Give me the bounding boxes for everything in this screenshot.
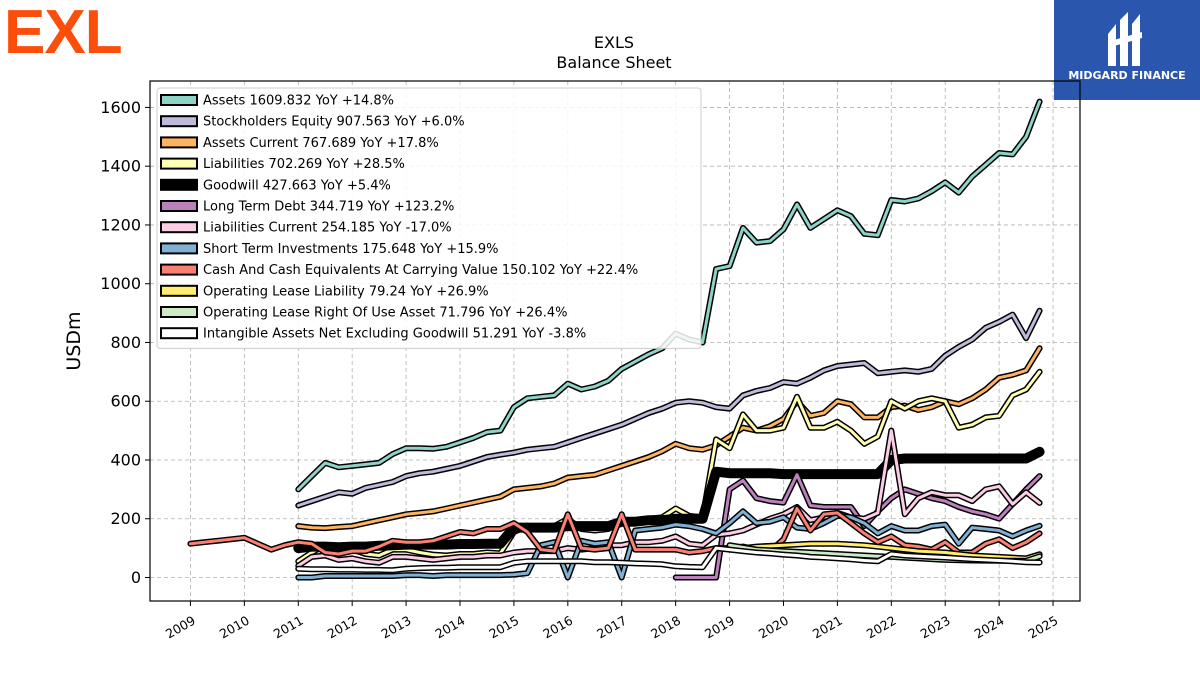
x-tick-label: 2016 bbox=[540, 613, 575, 642]
series-line bbox=[296, 546, 1042, 572]
series-liabilities-current bbox=[295, 427, 1043, 569]
chart-subtitle: Balance Sheet bbox=[556, 53, 671, 72]
legend-label: Assets 1609.832 YoY +14.8% bbox=[203, 94, 394, 109]
x-tick-label: 2017 bbox=[594, 613, 629, 642]
legend-swatch bbox=[160, 136, 198, 149]
x-tick-label: 2014 bbox=[432, 613, 467, 642]
legend-swatch bbox=[160, 94, 198, 106]
x-tick-label: 2025 bbox=[1025, 613, 1060, 642]
legend-item: Liabilities Current 254.185 YoY -17.0% bbox=[160, 221, 452, 236]
legend-frame bbox=[156, 87, 702, 349]
y-tick-label: 1400 bbox=[100, 157, 141, 176]
x-tick-label: 2021 bbox=[810, 613, 845, 642]
series-line bbox=[728, 542, 1042, 560]
legend-label: Long Term Debt 344.719 YoY +123.2% bbox=[203, 200, 454, 215]
legend-label: Goodwill 427.663 YoY +5.4% bbox=[203, 178, 391, 193]
legend-item: Liabilities 702.269 YoY +28.5% bbox=[160, 157, 405, 172]
legend-item: Assets Current 767.689 YoY +17.8% bbox=[160, 136, 439, 151]
series-line bbox=[296, 309, 1042, 507]
x-tick-label: 2011 bbox=[271, 613, 306, 642]
x-tick-label: 2019 bbox=[702, 613, 737, 642]
series-line bbox=[296, 346, 1042, 530]
series-liabilities bbox=[295, 368, 1043, 565]
midgard-mark-icon bbox=[1108, 12, 1142, 66]
x-tick-label: 2018 bbox=[648, 613, 683, 642]
legend-label: Liabilities Current 254.185 YoY -17.0% bbox=[203, 221, 452, 236]
legend-item: Stockholders Equity 907.563 YoY +6.0% bbox=[160, 115, 465, 130]
x-tick-label: 2009 bbox=[163, 613, 198, 642]
series-operating-lease-liability bbox=[726, 540, 1043, 562]
legend-swatch bbox=[160, 242, 198, 255]
legend-swatch bbox=[160, 263, 198, 276]
y-tick-label: 1000 bbox=[100, 274, 141, 293]
y-tick-label: 800 bbox=[110, 333, 141, 352]
series-intangible-assets-net-excluding-goodwill bbox=[295, 545, 1043, 574]
y-tick-label: 200 bbox=[110, 509, 141, 528]
x-tick-label: 2020 bbox=[756, 613, 791, 642]
legend-label: Assets Current 767.689 YoY +17.8% bbox=[203, 136, 439, 151]
y-axis-label: USDm bbox=[63, 311, 85, 370]
legend-swatch bbox=[160, 306, 198, 318]
legend-item: Goodwill 427.663 YoY +5.4% bbox=[160, 178, 391, 193]
legend-swatch bbox=[160, 284, 198, 297]
legend-label: Operating Lease Right Of Use Asset 71.79… bbox=[203, 306, 567, 321]
series-layer bbox=[187, 98, 1045, 581]
series-outline bbox=[295, 345, 1043, 532]
x-tick-label: 2013 bbox=[379, 613, 414, 642]
legend-swatch bbox=[160, 157, 198, 170]
legend-swatch bbox=[160, 115, 198, 128]
legend-item: Operating Lease Liability 79.24 YoY +26.… bbox=[160, 284, 489, 299]
series-assets-current bbox=[295, 345, 1043, 532]
plot-frame bbox=[149, 80, 1081, 602]
legend-item: Operating Lease Right Of Use Asset 71.79… bbox=[160, 306, 567, 321]
y-tick-label: 400 bbox=[110, 450, 141, 469]
x-tick-label: 2012 bbox=[325, 613, 360, 642]
chart-title: EXLS bbox=[594, 33, 634, 52]
legend-swatch bbox=[160, 221, 198, 234]
legend-label: Cash And Cash Equivalents At Carrying Va… bbox=[203, 263, 638, 278]
series-cash-and-cash-equivalents-at-carrying-value bbox=[187, 505, 1043, 557]
legend-swatch bbox=[160, 178, 198, 191]
exl-logo: EXL bbox=[4, 0, 123, 67]
x-tick-label: 2022 bbox=[864, 613, 899, 642]
series-line bbox=[296, 509, 1042, 579]
legend-item: Long Term Debt 344.719 YoY +123.2% bbox=[160, 200, 454, 215]
legend-label: Stockholders Equity 907.563 YoY +6.0% bbox=[203, 115, 465, 130]
legend-label: Short Term Investments 175.648 YoY +15.9… bbox=[203, 242, 499, 257]
series-short-term-investments bbox=[295, 508, 1043, 581]
y-tick-label: 0 bbox=[131, 568, 141, 587]
midgard-finance-logo: MIDGARD FINANCE bbox=[1054, 0, 1200, 100]
legend-label: Operating Lease Liability 79.24 YoY +26.… bbox=[203, 284, 489, 299]
legend: Assets 1609.832 YoY +14.8% Stockholders E… bbox=[156, 87, 702, 349]
legend-label: Intangible Assets Net Excluding Goodwill… bbox=[203, 327, 586, 342]
legend-item: Assets 1609.832 YoY +14.8% bbox=[160, 94, 394, 109]
series-stockholders-equity bbox=[295, 307, 1043, 509]
x-tick-label: 2015 bbox=[486, 613, 521, 642]
series-line bbox=[296, 370, 1042, 563]
legend-swatch bbox=[160, 327, 198, 340]
legend-label: Liabilities 702.269 YoY +28.5% bbox=[203, 157, 405, 172]
series-line bbox=[188, 507, 1042, 556]
midgard-finance-wordmark: MIDGARD FINANCE bbox=[1068, 69, 1186, 82]
x-tick-label: 2024 bbox=[972, 613, 1007, 642]
legend-swatch bbox=[160, 200, 198, 212]
legend-item: Intangible Assets Net Excluding Goodwill… bbox=[160, 327, 586, 342]
x-tick-label: 2023 bbox=[918, 613, 953, 642]
legend-item: Short Term Investments 175.648 YoY +15.9… bbox=[160, 242, 499, 257]
series-line bbox=[296, 429, 1042, 568]
y-tick-label: 1200 bbox=[100, 215, 141, 234]
y-tick-label: 600 bbox=[110, 392, 141, 411]
legend-item: Cash And Cash Equivalents At Carrying Va… bbox=[160, 263, 638, 278]
y-tick-label: 1600 bbox=[100, 98, 141, 117]
x-tick-label: 2010 bbox=[217, 613, 252, 642]
